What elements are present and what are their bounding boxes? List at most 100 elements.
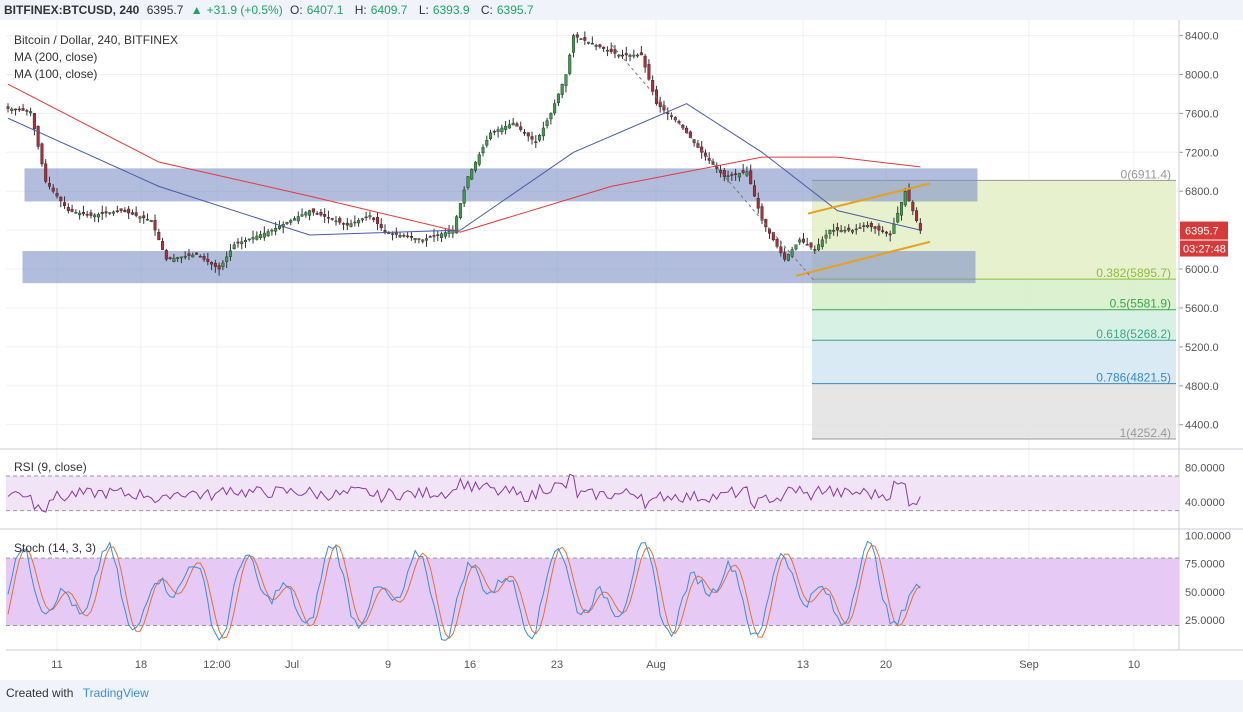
stoch-tick: 25.0000	[1185, 615, 1225, 627]
candle	[805, 244, 809, 246]
candle	[225, 256, 229, 262]
candle	[538, 135, 542, 141]
candle	[519, 126, 523, 130]
fibonacci-retracement[interactable]: 0(6911.4) 0.382(5895.7) 0.5(5581.9) 0.618(5…	[812, 167, 1176, 440]
candle	[873, 226, 877, 229]
candle	[375, 216, 379, 224]
candle	[888, 233, 892, 236]
stoch-tick: 50.0000	[1185, 587, 1225, 599]
candle	[293, 218, 297, 221]
candle	[775, 238, 779, 247]
candle	[59, 196, 63, 202]
candle	[647, 64, 651, 80]
candle	[379, 223, 383, 229]
tradingview-logo[interactable]: TradingView	[82, 686, 149, 700]
candle	[462, 189, 466, 204]
candle	[187, 253, 191, 256]
stoch-band	[6, 558, 1179, 626]
candlestick-series	[6, 31, 922, 276]
candle	[526, 132, 530, 137]
candle	[198, 256, 202, 258]
candle	[455, 216, 459, 234]
candle	[326, 216, 330, 219]
candle	[492, 131, 496, 133]
candle	[794, 244, 798, 250]
candle	[564, 74, 568, 86]
candle	[44, 163, 48, 182]
candle	[202, 256, 206, 260]
price-change: +31.9 (+0.5%)	[206, 3, 283, 17]
candle	[843, 229, 847, 232]
candle	[541, 127, 545, 137]
candle	[349, 223, 353, 227]
candle	[609, 48, 613, 52]
candle	[786, 254, 790, 261]
stoch-k-line	[7, 540, 921, 642]
candle	[345, 222, 349, 226]
candle	[553, 103, 557, 114]
candle	[899, 201, 903, 216]
candle	[274, 227, 278, 232]
time-tick: 23	[551, 659, 563, 671]
candle	[406, 235, 410, 238]
time-tick: 12:00	[203, 659, 231, 671]
candle	[749, 170, 753, 185]
candle	[353, 221, 357, 224]
candle	[63, 202, 67, 207]
price-channel[interactable]	[611, 44, 931, 283]
candle	[398, 234, 402, 238]
candle	[285, 222, 289, 225]
ma200-line	[7, 83, 921, 233]
up-arrow-icon: ▲	[190, 3, 203, 17]
candle	[228, 250, 232, 257]
candle	[832, 229, 836, 232]
symbol-label[interactable]: BITFINEX:BTCUSD, 240	[4, 3, 140, 17]
candle	[447, 231, 451, 234]
candle	[311, 208, 315, 213]
candle	[696, 143, 700, 148]
candle	[387, 232, 391, 235]
candle	[29, 111, 33, 114]
candle	[232, 244, 236, 250]
candle	[504, 126, 508, 130]
candle	[89, 212, 93, 216]
candle	[255, 235, 259, 240]
candle	[613, 49, 617, 54]
candle	[783, 252, 787, 260]
chart-canvas[interactable]: 0(6911.4) 0.382(5895.7) 0.5(5581.9) 0.618(5…	[0, 20, 1243, 680]
price-tick: 6800.0	[1185, 186, 1219, 198]
price-tick: 7200.0	[1185, 147, 1219, 159]
candle	[104, 211, 108, 214]
candle	[217, 265, 221, 270]
candle	[25, 110, 29, 112]
fib-level-label: 0(6911.4)	[1121, 167, 1171, 181]
stoch-d-line	[7, 544, 921, 639]
price-tick: 8000.0	[1185, 69, 1219, 81]
candle	[334, 220, 338, 223]
candle	[741, 170, 745, 173]
candle	[745, 171, 749, 176]
candle	[123, 209, 127, 213]
candle	[149, 220, 153, 223]
last-price: 6395.7	[146, 3, 184, 17]
candle	[319, 212, 323, 216]
candle	[100, 212, 104, 214]
candle	[560, 84, 564, 95]
time-tick: Aug	[646, 659, 666, 671]
candle	[51, 187, 55, 192]
chart-header: BITFINEX:BTCUSD, 240 6395.7 ▲ +31.9 (+0.5…	[0, 0, 1243, 20]
candle	[266, 231, 270, 236]
candle	[191, 254, 195, 258]
candle	[157, 231, 161, 241]
candle	[289, 220, 293, 223]
candle	[402, 235, 406, 237]
candle	[522, 132, 526, 134]
candle	[828, 229, 832, 235]
candle	[413, 238, 417, 241]
candle	[790, 249, 794, 257]
candle	[70, 208, 74, 212]
rsi-line	[7, 473, 921, 513]
candle	[862, 225, 866, 227]
candle	[911, 201, 915, 212]
support-resistance-zones[interactable]	[22, 168, 978, 284]
